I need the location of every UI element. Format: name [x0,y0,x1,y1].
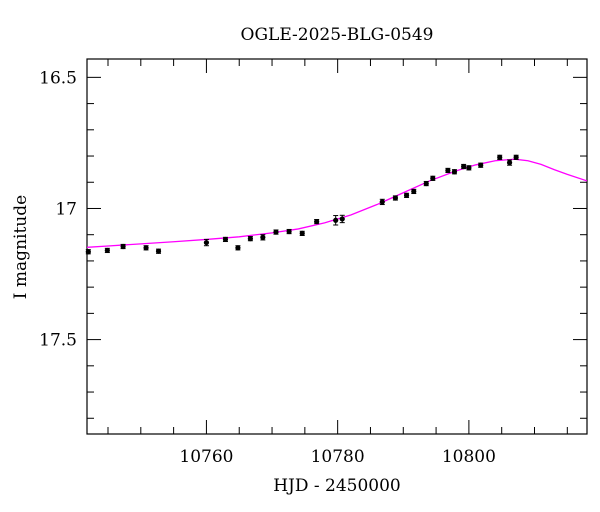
data-point [339,214,345,224]
point-marker [430,175,436,181]
data-point [143,245,149,251]
point-marker [286,228,292,235]
point-marker [273,229,279,235]
plot-frame [86,58,588,435]
point-marker [339,216,345,222]
point-marker [506,159,513,166]
data-points-group [85,154,519,255]
data-point [155,248,162,254]
x-tick-label: 10780 [311,447,365,467]
data-point [120,243,126,250]
point-marker [451,169,458,175]
point-marker [104,247,110,254]
data-point [235,245,241,251]
data-point [222,236,229,243]
data-point [314,218,320,225]
y-tick-label: 16.5 [39,68,77,88]
data-point [104,247,110,254]
point-marker [423,180,429,187]
point-marker [392,195,398,201]
data-point [461,163,467,170]
data-point [392,195,398,201]
point-marker [299,230,305,236]
data-point [497,154,503,160]
data-point [247,236,253,242]
point-marker [222,236,229,243]
point-marker [85,249,91,255]
data-point [513,154,519,160]
x-axis-label: HJD - 2450000 [273,476,401,496]
data-point [411,188,417,195]
point-marker [445,167,451,174]
y-axis-label: I magnitude [11,195,31,299]
point-marker [411,188,417,195]
x-tick-label: 10760 [179,447,233,467]
point-marker [120,243,126,250]
point-marker [461,163,467,170]
point-marker [513,154,519,160]
data-point [423,180,429,187]
model-curve-group [87,158,587,248]
point-marker [333,217,339,223]
data-point [478,162,484,168]
data-point [445,167,451,174]
point-marker [403,192,410,198]
x-tick-labels: 10760 10780 10800 [179,447,496,467]
y-tick-label: 17 [55,199,77,219]
chart-title: OGLE-2025-BLG-0549 [241,25,434,45]
point-marker [155,248,162,254]
model-curve [87,158,587,248]
data-point [85,249,91,255]
data-point [286,228,292,235]
point-marker [379,199,385,205]
x-tick-label: 10800 [442,447,496,467]
point-marker [235,245,241,251]
axis-ticks [87,59,587,434]
point-marker [247,236,253,242]
data-point [506,159,513,166]
data-point [403,192,410,198]
y-tick-labels: 16.5 17 17.5 [39,68,77,350]
point-marker [466,165,472,171]
data-point [260,234,266,241]
data-point [451,169,458,175]
data-point [466,165,472,171]
point-marker [203,239,210,246]
point-marker [314,218,320,225]
point-marker [143,245,149,251]
data-point [379,198,385,206]
y-tick-label: 17.5 [39,331,77,351]
data-point [430,175,436,181]
data-point [203,238,210,247]
data-point [333,215,339,226]
point-marker [478,162,484,168]
data-point [299,230,305,236]
point-marker [260,234,266,240]
point-marker [497,154,503,160]
data-point [273,229,279,235]
